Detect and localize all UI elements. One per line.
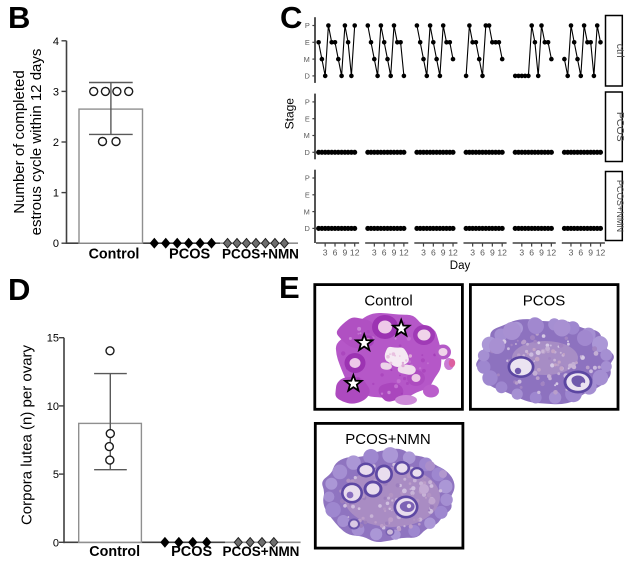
svg-text:E: E (305, 38, 310, 47)
svg-text:C: C (280, 0, 302, 35)
svg-text:PCOS: PCOS (169, 247, 210, 263)
svg-text:B: B (8, 0, 30, 35)
svg-text:3: 3 (421, 247, 426, 257)
svg-text:D: D (304, 224, 309, 233)
svg-text:12: 12 (448, 247, 458, 257)
svg-text:3: 3 (372, 247, 377, 257)
svg-text:3: 3 (470, 247, 475, 257)
svg-text:9: 9 (490, 247, 495, 257)
svg-text:Day: Day (450, 260, 471, 272)
svg-text:9: 9 (392, 247, 397, 257)
svg-text:Control: Control (364, 293, 412, 310)
svg-text:D: D (304, 148, 309, 157)
svg-text:3: 3 (519, 247, 524, 257)
svg-text:PCOS: PCOS (523, 293, 566, 310)
svg-text:12: 12 (497, 247, 507, 257)
svg-text:12: 12 (596, 247, 606, 257)
svg-text:12: 12 (547, 247, 557, 257)
svg-text:6: 6 (578, 247, 583, 257)
svg-text:0: 0 (53, 537, 59, 549)
svg-text:10: 10 (47, 401, 59, 413)
svg-text:E: E (305, 191, 310, 200)
svg-text:Stage: Stage (283, 98, 297, 130)
svg-text:P: P (305, 174, 310, 183)
svg-text:9: 9 (539, 247, 544, 257)
svg-text:PCOS+NMN: PCOS+NMN (222, 247, 299, 262)
svg-text:0: 0 (53, 238, 59, 250)
svg-text:M: M (304, 55, 310, 64)
svg-text:12: 12 (350, 247, 360, 257)
svg-text:4: 4 (53, 36, 59, 48)
svg-text:PCOS+NMN: PCOS+NMN (615, 180, 625, 232)
svg-text:estrous cycle within 12 days: estrous cycle within 12 days (28, 49, 45, 236)
svg-text:9: 9 (588, 247, 593, 257)
svg-text:6: 6 (480, 247, 485, 257)
svg-text:Control: Control (89, 247, 140, 263)
svg-text:Number of completed: Number of completed (11, 70, 28, 213)
svg-text:M: M (304, 207, 310, 216)
svg-text:M: M (304, 131, 310, 140)
svg-text:6: 6 (333, 247, 338, 257)
svg-text:PCOS+NMN: PCOS+NMN (345, 431, 430, 448)
svg-text:9: 9 (441, 247, 446, 257)
svg-text:3: 3 (323, 247, 328, 257)
svg-text:2: 2 (53, 137, 59, 149)
svg-text:Corpora lutea (n) per ovary: Corpora lutea (n) per ovary (19, 344, 36, 525)
svg-text:5: 5 (53, 469, 59, 481)
svg-text:PCOS: PCOS (171, 544, 212, 560)
svg-text:E: E (305, 114, 310, 123)
svg-text:1: 1 (53, 188, 59, 200)
svg-text:PCOS: PCOS (614, 112, 626, 142)
svg-text:6: 6 (382, 247, 387, 257)
svg-text:E: E (279, 270, 300, 305)
svg-text:PCOS+NMN: PCOS+NMN (223, 544, 300, 559)
svg-text:9: 9 (342, 247, 347, 257)
svg-text:P: P (305, 98, 310, 107)
svg-text:3: 3 (53, 86, 59, 98)
svg-text:6: 6 (529, 247, 534, 257)
svg-text:12: 12 (399, 247, 409, 257)
svg-text:D: D (8, 272, 30, 307)
svg-text:P: P (305, 21, 310, 30)
svg-text:15: 15 (47, 333, 59, 345)
svg-text:6: 6 (431, 247, 436, 257)
svg-text:Control: Control (89, 544, 140, 560)
svg-text:D: D (304, 72, 309, 81)
svg-text:ctrl: ctrl (614, 44, 626, 58)
svg-text:3: 3 (569, 247, 574, 257)
